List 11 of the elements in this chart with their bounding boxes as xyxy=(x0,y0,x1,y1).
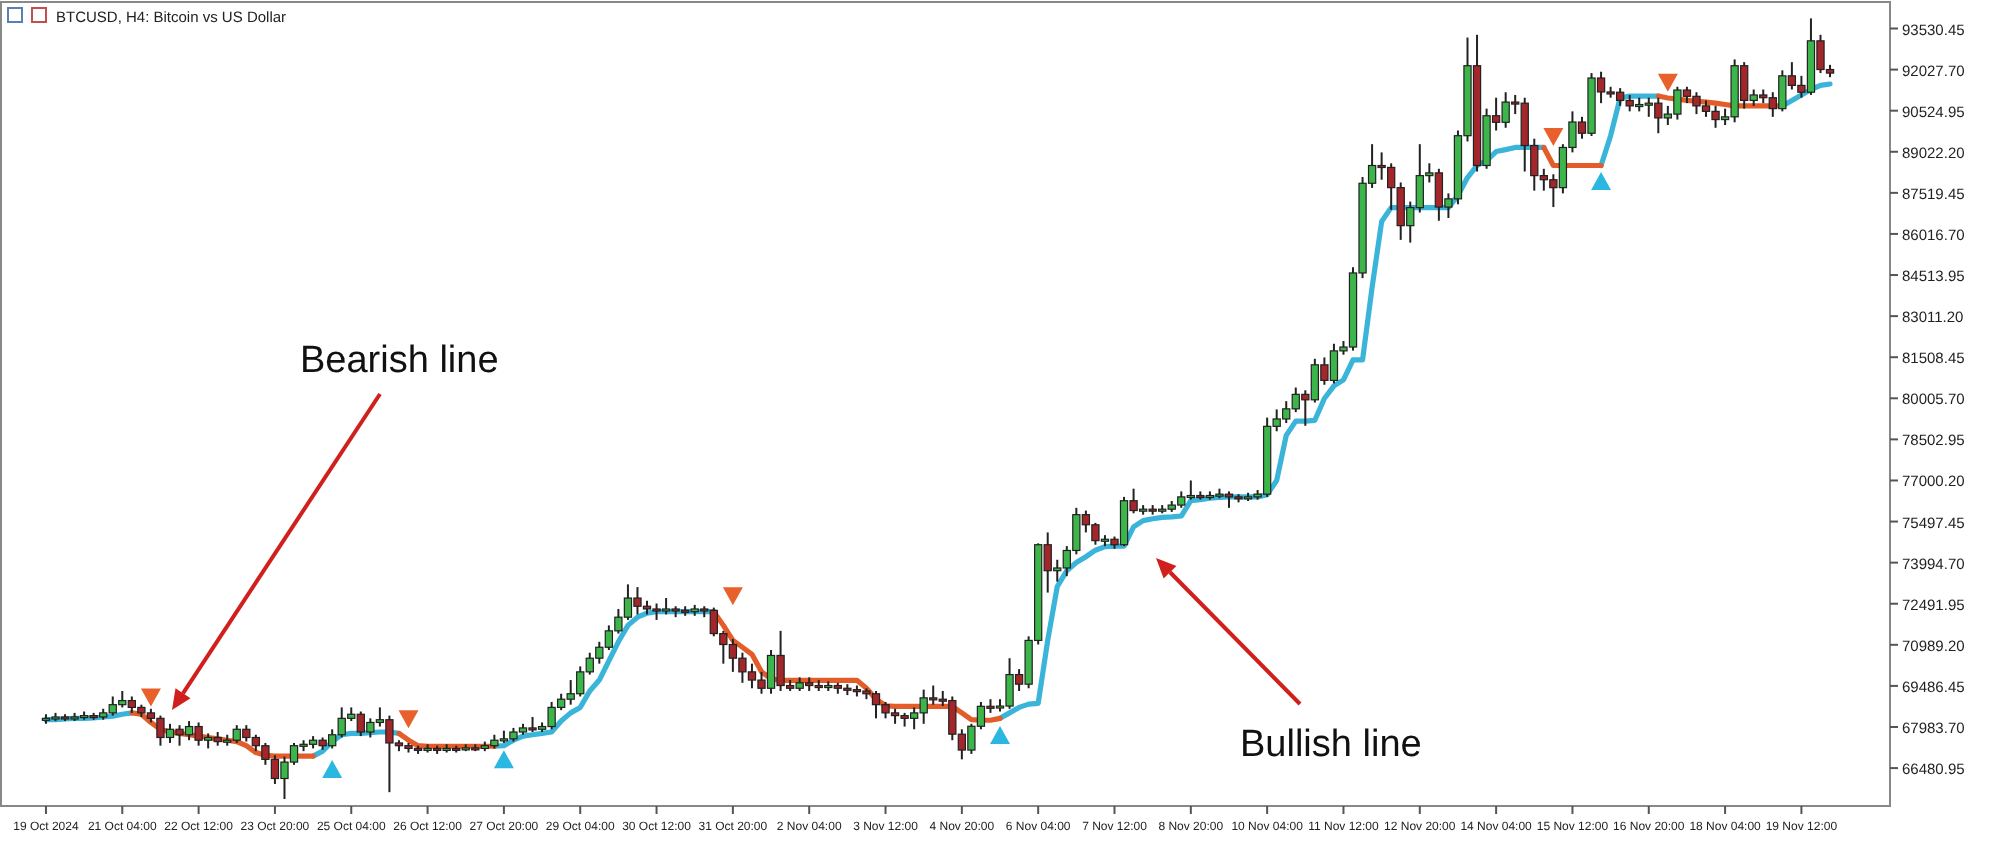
annotation: Bearish line xyxy=(300,340,499,382)
point xyxy=(1543,127,1564,146)
point xyxy=(722,587,743,606)
point xyxy=(322,760,343,779)
point xyxy=(990,726,1011,745)
annotation: Bullish line xyxy=(1240,724,1422,766)
point xyxy=(1657,73,1678,92)
point xyxy=(398,710,419,729)
point xyxy=(493,750,514,769)
point xyxy=(140,688,161,707)
point xyxy=(1591,171,1612,190)
